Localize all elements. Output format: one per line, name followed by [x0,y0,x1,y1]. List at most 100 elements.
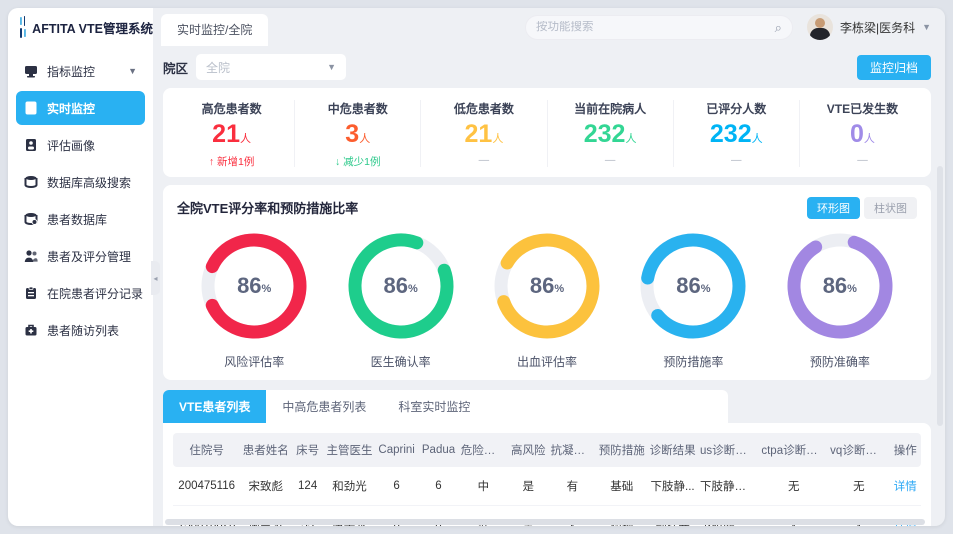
table-cell: 是 [508,466,549,506]
user-name: 李栋梁|医务科 [839,20,916,35]
table-cell: 124 [291,466,325,506]
user-menu[interactable]: 李栋梁|医务科 ▼ [806,14,931,40]
sidebar-item-7[interactable]: 在院患者评分记录 [16,276,145,310]
database-search-icon [24,176,38,189]
stat-trend: — [548,154,673,167]
sidebar-item-5[interactable]: 患者数据库 [16,202,145,236]
donut-label: 预防准确率 [809,354,870,369]
follow-up-list-icon [25,324,37,336]
vertical-scrollbar[interactable] [937,166,943,426]
stat-5: 已评分人数 232人 — [672,100,799,167]
header-rest: 实时监控/全院 ⌕ 李栋梁|医务科 ▼ [153,8,945,46]
chevron-down-icon: ▼ [327,62,337,72]
inpatient-score-record-icon [26,286,36,299]
table-cell-action: 详情 [889,466,921,506]
stat-1: 高危患者数 21人 ↑ 新增1例 [169,100,294,168]
detail-link[interactable]: 详情 [893,480,917,493]
campus-label: 院区 [163,61,189,76]
table-cell: 中 [458,466,509,506]
chevron-down-icon: ▼ [922,22,931,32]
column-header: us诊断结果 [698,432,760,467]
column-header: Padua [418,432,459,467]
sidebar-item-8[interactable]: 患者随访列表 [16,313,145,347]
monitor-icon [25,66,37,78]
stat-value: 232人 [709,120,763,148]
chart-title: 全院VTE评分率和预防措施比率 [177,201,359,216]
stat-value: 232人 [583,120,637,148]
column-header: 主管医生 [324,432,375,467]
table-tab-1[interactable]: VTE患者列表 [163,389,267,423]
donut-label: 医生确认率 [370,354,431,369]
stat-label: 已评分人数 [706,102,767,116]
donut-label: 风险评估率 [224,354,285,369]
monitor-archive-button[interactable]: 监控归档 [856,54,931,80]
app-title: AFTITA VTE管理系统 [32,21,153,36]
column-header: 床号 [291,432,325,467]
stat-value: 21人 [212,120,251,148]
breadcrumb-tab[interactable]: 实时监控/全院 [161,14,269,46]
column-header: 预防措施 [596,432,648,467]
search-icon[interactable]: ⌕ [774,19,782,35]
stats-card: 高危患者数 21人 ↑ 新增1例 中危患者数 3人 ↓ 减少1例 低危患者数 21人 — 当前在院… [163,88,931,177]
donut-chart-icon [201,233,307,338]
sidebar-item-label: 数据库高级搜索 [47,175,132,190]
header-right: ⌕ 李栋梁|医务科 ▼ [524,14,931,46]
donut-gauge-1: 86% 风险评估率 [181,227,327,370]
campus-select[interactable]: 全院 ▼ [196,54,347,80]
sidebar-item-3[interactable]: 评估画像 [16,128,145,162]
sidebar-item-label: 实时监控 [47,101,96,116]
sidebar-item-2[interactable]: 实时监控 [16,91,145,125]
donut-value: 86% [383,272,418,298]
table-cell: 无 [759,466,829,506]
table-card: 住院号 患者姓名 床号 主管医生 Caprini Padua 危险等级 高风险 抗凝药物 预防措施… [163,422,931,526]
donut-row: 86% 风险评估率 86% 医生确认率 86% 出血评估率 86% 预防措施率 86% 预防准确率 [177,225,917,370]
search-box: ⌕ [524,14,793,40]
stat-trend: — [674,154,799,167]
stat-2: 中危患者数 3人 ↓ 减少1例 [294,100,420,168]
stat-trend-text: — [857,153,868,166]
donut-chart-icon [640,233,746,338]
table-cell: 有 [548,466,597,506]
donut-gauge-4: 86% 预防措施率 [620,227,766,370]
chart-head: 全院VTE评分率和预防措施比率 环形图 柱状图 [177,196,917,219]
stat-label: 低危患者数 [453,102,514,116]
sidebar-item-label: 患者及评分管理 [47,249,132,264]
table-tabs: VTE患者列表 中高危患者列表 科室实时监控 [163,389,728,423]
table-tab-2[interactable]: 中高危患者列表 [266,389,383,423]
sidebar-collapse-handle[interactable]: ◂ [151,261,160,295]
sidebar-item-4[interactable]: 数据库高级搜索 [16,165,145,199]
avatar [806,14,833,40]
column-header: 抗凝药物 [548,432,597,467]
sidebar-item-label: 指标监控 [47,64,96,79]
sidebar-item-6[interactable]: 患者及评分管理 [16,239,145,273]
donut-chart-icon [348,233,454,338]
donut-gauge-3: 86% 出血评估率 [474,227,620,370]
patient-score-manage-icon [24,250,38,262]
brand: AFTITA VTE管理系统 [8,8,153,46]
sidebar-item-1[interactable]: 指标监控 ▼ [16,54,145,88]
table-tab-3[interactable]: 科室实时监控 [382,389,487,423]
donut-value: 86% [822,272,857,298]
donut-label: 出血评估率 [517,354,578,369]
arrow-up-icon: ↑ [208,155,217,168]
app-logo-icon [20,16,26,38]
stat-value: 0人 [849,120,875,148]
campus-select-value: 全院 [206,60,231,75]
assessment-portrait-icon [26,139,36,151]
stat-3: 低危患者数 21人 — [420,100,546,167]
horizontal-scrollbar[interactable] [165,519,925,525]
chart-toggle-bar[interactable]: 柱状图 [864,196,917,219]
search-input[interactable] [535,21,775,33]
toolbar: 院区 全院 ▼ 监控归档 [163,54,931,80]
donut-chart-icon [494,233,600,338]
donut-value: 86% [237,272,272,298]
sidebar-item-label: 在院患者评分记录 [47,286,144,301]
table-cell: 6 [374,466,419,506]
table-cell: 宋致彪 [240,466,292,506]
chevron-down-icon: ▼ [128,66,137,76]
chart-toggle-donut[interactable]: 环形图 [807,196,860,219]
table-cell: 下肢静脉血栓 [698,466,760,506]
table-cell: 6 [418,466,459,506]
donut-chart-icon [787,233,893,338]
